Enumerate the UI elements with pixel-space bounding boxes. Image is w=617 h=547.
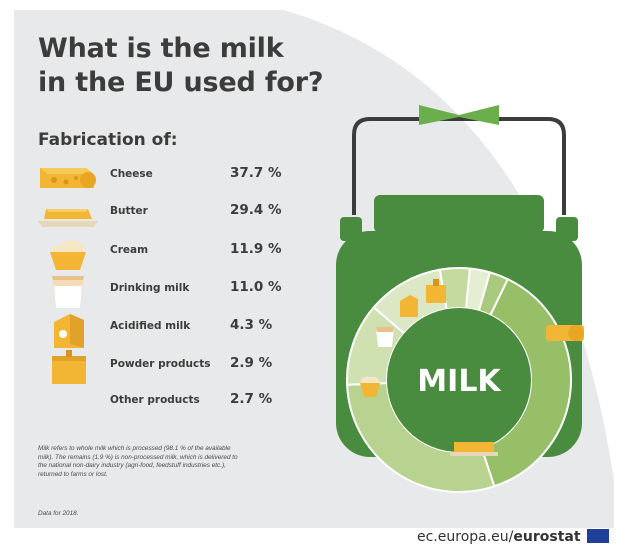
legend-row-butter: Butter 29.4 % — [36, 197, 336, 227]
title-line-2: in the EU used for? — [38, 67, 324, 98]
acidified-milk-marker-icon — [400, 295, 418, 317]
drinking-milk-marker-icon — [376, 327, 394, 347]
legend-value: 2.7 % — [230, 391, 273, 407]
legend-value: 37.7 % — [230, 165, 282, 181]
footer-site[interactable]: ec.europa.eu/ — [417, 529, 514, 545]
legend-value: 11.9 % — [230, 241, 282, 257]
legend-value: 29.4 % — [230, 202, 282, 218]
fabrication-heading: Fabrication of: — [38, 130, 178, 150]
footer: ec.europa.eu/eurostat — [417, 529, 609, 545]
butter-icon — [38, 209, 98, 227]
legend-label: Cheese — [110, 168, 153, 180]
center-label: MILK — [417, 364, 502, 399]
milk-can-chart: MILK — [336, 105, 584, 493]
legend-row-cream: Cream 11.9 % — [36, 236, 336, 270]
can-handle-grip-icon — [419, 105, 499, 125]
legend-label: Other products — [110, 394, 200, 406]
cream-icon — [50, 239, 86, 270]
legend-value: 11.0 % — [230, 279, 282, 295]
legend-label: Acidified milk — [110, 320, 191, 332]
footnote: Milk refers to whole milk which is proce… — [38, 445, 238, 478]
footer-brand[interactable]: eurostat — [513, 529, 581, 545]
legend-row-other-products: Other products 2.7 % — [36, 386, 336, 416]
page-title: What is the milk in the EU used for? — [38, 32, 323, 100]
legend-row-drinking-milk: Drinking milk 11.0 % — [36, 274, 336, 308]
title-line-1: What is the milk — [38, 33, 284, 64]
legend-value: 4.3 % — [230, 317, 273, 333]
cheese-marker-icon — [546, 325, 584, 341]
infographic-panel: What is the milk in the EU used for? Fab… — [14, 10, 614, 528]
drinking-milk-icon — [52, 276, 84, 308]
legend-label: Powder products — [110, 358, 211, 370]
butter-marker-icon — [450, 442, 498, 456]
powder-products-icon — [52, 350, 86, 384]
legend-value: 2.9 % — [230, 355, 273, 371]
background-arc — [284, 10, 614, 480]
legend-label: Butter — [110, 205, 148, 217]
legend-label: Cream — [110, 244, 149, 256]
cheese-icon — [40, 168, 96, 188]
legend-row-cheese: Cheese 37.7 % — [36, 160, 336, 190]
acidified-milk-icon — [54, 314, 84, 348]
legend-label: Drinking milk — [110, 282, 190, 294]
legend-row-powder-products: Powder products 2.9 % — [36, 350, 336, 384]
legend-row-acidified-milk: Acidified milk 4.3 % — [36, 312, 336, 348]
data-year-note: Data for 2018. — [38, 510, 79, 517]
cream-marker-icon — [360, 376, 380, 397]
eu-flag-icon — [587, 529, 609, 543]
powder-marker-icon — [426, 279, 446, 303]
can-lid-icon — [374, 195, 544, 233]
ring-center — [387, 308, 531, 452]
